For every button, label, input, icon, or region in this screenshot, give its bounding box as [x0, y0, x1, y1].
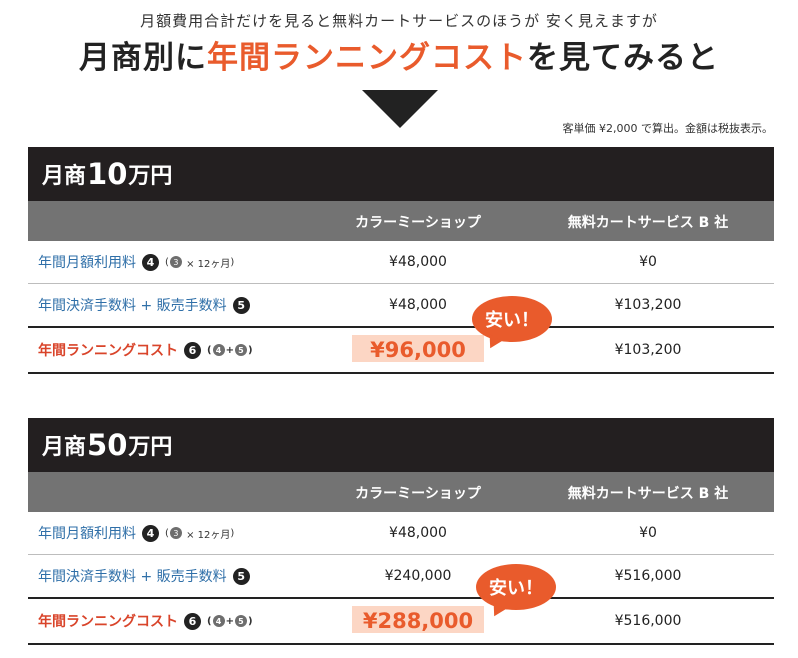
- row-label-text: 年間月額利用料: [38, 255, 136, 271]
- table-row: 年間決済手数料 + 販売手数料 5 ¥48,000 ¥103,200: [28, 284, 774, 326]
- table-row-total: 年間ランニングコスト 6 (4 +5) ¥96,000 ¥103,200: [28, 326, 774, 374]
- highlight-background: [352, 606, 484, 633]
- value-free-cart: ¥0: [639, 254, 657, 270]
- value-free-cart: ¥516,000: [614, 613, 682, 629]
- number-badge: 4: [142, 524, 159, 542]
- row-label-text: 年間ランニングコスト: [38, 343, 178, 359]
- formula-ref: 3: [169, 527, 182, 539]
- table-row: 年間月額利用料 4 (3 × 12ヶ月) ¥48,000 ¥0: [28, 512, 774, 555]
- value-free-cart: ¥0: [639, 525, 657, 541]
- value-colorme: ¥240,000: [384, 568, 452, 584]
- column-header: カラーミーショップ 無料カートサービス B 社: [28, 201, 774, 241]
- number-badge: 4: [142, 253, 159, 271]
- number-badge: 5: [232, 296, 250, 314]
- value-colorme: ¥48,000: [389, 297, 447, 313]
- headline-pre: 月商別に: [79, 40, 207, 76]
- headline-accent: 年間ランニングコスト: [207, 40, 527, 76]
- formula-ref: 4: [212, 344, 225, 356]
- table-row: 年間月額利用料 4 (3 × 12ヶ月) ¥48,000 ¥0: [28, 241, 774, 284]
- total-colorme: ¥288,000: [362, 609, 474, 633]
- title-suffix: 万円: [128, 164, 173, 189]
- formula-op: × 12ヶ月: [186, 529, 231, 541]
- column-free-cart: 無料カートサービス B 社: [567, 215, 729, 231]
- row-label: 年間ランニングコスト 6 (4 +5): [38, 328, 253, 372]
- title-suffix: 万円: [128, 435, 173, 460]
- row-label-text: 年間月額利用料: [38, 526, 136, 542]
- title-number: 10: [87, 157, 128, 191]
- highlight-background: [352, 335, 484, 362]
- title-prefix: 月商: [42, 435, 87, 460]
- section-title: 月商 50 万円: [28, 418, 774, 472]
- row-label-text: 年間決済手数料 + 販売手数料: [38, 569, 227, 585]
- row-label: 年間月額利用料 4 (3 × 12ヶ月): [38, 512, 234, 554]
- title-number: 50: [87, 428, 128, 462]
- row-label: 年間決済手数料 + 販売手数料 5: [38, 555, 250, 597]
- formula-ref: 4: [212, 615, 225, 627]
- formula-ref: 5: [234, 615, 247, 627]
- row-label: 年間ランニングコスト 6 (4 +5): [38, 599, 253, 643]
- value-free-cart: ¥103,200: [614, 297, 682, 313]
- formula: (4 +5): [207, 615, 253, 627]
- column-colorme: カラーミーショップ: [355, 486, 481, 502]
- formula: (3 × 12ヶ月): [165, 256, 235, 270]
- column-header: カラーミーショップ 無料カートサービス B 社: [28, 472, 774, 512]
- calculation-note: 客単価 ¥2,000 で算出。金額は税抜表示。: [562, 122, 773, 135]
- number-badge: 5: [232, 567, 250, 585]
- value-colorme: ¥48,000: [389, 525, 447, 541]
- headline-post: を見てみると: [527, 40, 719, 76]
- down-arrow-icon: [362, 90, 438, 128]
- section-monthly-100k: 月商 10 万円 カラーミーショップ 無料カートサービス B 社 年間月額利用料…: [28, 147, 774, 374]
- section-title: 月商 10 万円: [28, 147, 774, 201]
- column-colorme: カラーミーショップ: [355, 215, 481, 231]
- formula-op: × 12ヶ月: [186, 258, 231, 270]
- subtitle: 月額費用合計だけを見ると無料カートサービスのほうが 安く見えますが: [140, 12, 658, 30]
- table-row: 年間決済手数料 + 販売手数料 5 ¥240,000 ¥516,000: [28, 555, 774, 597]
- row-label-text: 年間ランニングコスト: [38, 614, 178, 630]
- number-badge: 6: [184, 612, 201, 630]
- cheap-bubble: 安い！: [476, 564, 556, 610]
- value-colorme: ¥48,000: [389, 254, 447, 270]
- number-badge: 6: [184, 341, 201, 359]
- row-label-text: 年間決済手数料 + 販売手数料: [38, 298, 227, 314]
- formula-op: +: [225, 344, 234, 356]
- row-label: 年間月額利用料 4 (3 × 12ヶ月): [38, 241, 234, 283]
- column-free-cart: 無料カートサービス B 社: [567, 486, 729, 502]
- headline: 月商別に年間ランニングコストを見てみると: [0, 32, 798, 77]
- formula: (3 × 12ヶ月): [165, 527, 235, 541]
- value-free-cart: ¥103,200: [614, 342, 682, 358]
- cheap-bubble: 安い！: [472, 296, 552, 342]
- formula: (4 +5): [207, 344, 253, 356]
- row-label: 年間決済手数料 + 販売手数料 5: [38, 284, 250, 326]
- title-prefix: 月商: [42, 164, 87, 189]
- formula-ref: 3: [169, 256, 182, 268]
- section-monthly-500k: 月商 50 万円 カラーミーショップ 無料カートサービス B 社 年間月額利用料…: [28, 418, 774, 645]
- formula-op: +: [225, 615, 234, 627]
- value-free-cart: ¥516,000: [614, 568, 682, 584]
- table-row-total: 年間ランニングコスト 6 (4 +5) ¥288,000 ¥516,000: [28, 597, 774, 645]
- total-colorme: ¥96,000: [370, 338, 466, 362]
- formula-ref: 5: [234, 344, 247, 356]
